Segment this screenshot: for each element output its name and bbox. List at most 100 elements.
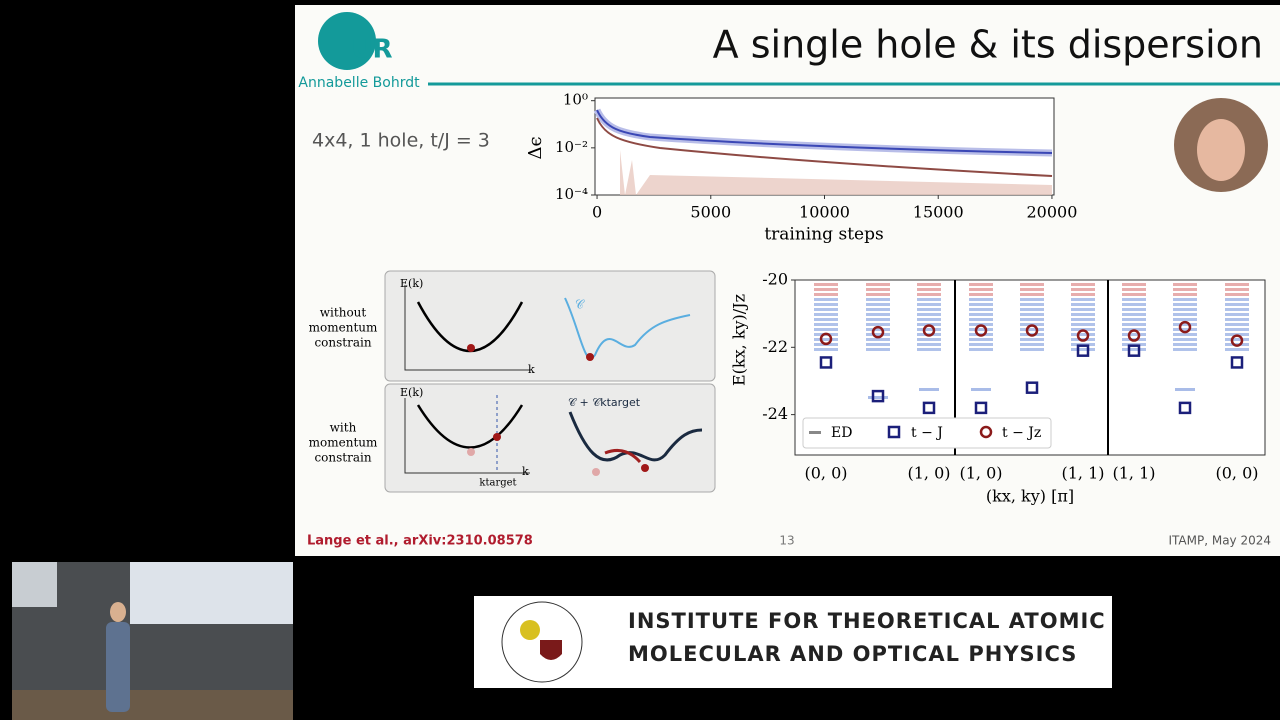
ed-band <box>1225 318 1249 321</box>
ed-band <box>917 328 941 331</box>
noise-band <box>620 150 1052 195</box>
tj-marker <box>1178 401 1192 415</box>
ed-band <box>1020 328 1044 331</box>
k-target: ktarget <box>479 478 516 489</box>
ed-band <box>1020 288 1044 291</box>
training-plot: Δϵ training steps 0 5000 10000 15000 20000 10… <box>525 91 1077 245</box>
video-window <box>12 562 57 607</box>
video-floor <box>12 690 293 720</box>
x-tick-label: 5000 <box>690 203 731 222</box>
logo-text: UR <box>351 35 392 65</box>
tjz-marker <box>1025 324 1039 337</box>
ed-band <box>814 348 838 351</box>
ed-band <box>866 303 890 306</box>
x-tick-label: (1, 1) <box>1061 464 1104 483</box>
ed-band <box>1173 283 1197 286</box>
ed-band <box>1071 348 1095 351</box>
ed-band <box>969 303 993 306</box>
x-tick-label: 15000 <box>913 203 964 222</box>
tjz-marker <box>922 324 936 337</box>
ed-band <box>1071 303 1095 306</box>
ed-band <box>814 313 838 316</box>
ed-band <box>1020 308 1044 311</box>
y-tick-label: 10⁻² <box>555 138 588 156</box>
tj-marker <box>1127 344 1141 357</box>
video-person <box>106 622 130 712</box>
ed-band <box>1020 313 1044 316</box>
ed-band <box>969 343 993 346</box>
venue: ITAMP, May 2024 <box>1168 534 1271 548</box>
ed-band <box>1122 313 1146 316</box>
ed-band <box>1225 323 1249 326</box>
ed-band <box>1122 348 1146 351</box>
ed-band <box>1225 298 1249 301</box>
tj-marker <box>974 401 988 415</box>
ed-band <box>814 283 838 286</box>
ed-band <box>917 318 941 321</box>
tjz-marker <box>871 325 885 339</box>
ed-band <box>1173 318 1197 321</box>
legend-swatch <box>887 425 901 439</box>
y-tick-label: -20 <box>762 270 788 289</box>
panel-without <box>384 270 716 382</box>
x-tick-label: 0 <box>592 203 602 222</box>
state-dot <box>493 433 501 441</box>
ed-band <box>1071 298 1095 301</box>
logo-circle <box>318 12 376 70</box>
x-axis-label: training steps <box>764 225 883 245</box>
slide-title: A single hole & its dispersion <box>713 23 1263 67</box>
ed-band <box>1225 303 1249 306</box>
x-tick-label: (0, 0) <box>804 464 847 483</box>
x-axis-label: (kx, ky) [π] <box>986 487 1074 506</box>
ed-band <box>866 318 890 321</box>
panel-label: momentum <box>309 436 378 450</box>
ed-band <box>1225 338 1249 341</box>
ed-band <box>917 283 941 286</box>
ed-band <box>1225 328 1249 331</box>
ed-band <box>814 308 838 311</box>
ed-band <box>814 298 838 301</box>
ed-band <box>1225 348 1249 351</box>
panel-label: with <box>330 421 357 435</box>
panel-label: momentum <box>309 321 378 335</box>
ed-band <box>969 318 993 321</box>
ed-band <box>969 308 993 311</box>
tjz-marker <box>974 324 988 337</box>
ed-band <box>1020 283 1044 286</box>
ed-band <box>917 338 941 341</box>
ed-band <box>1173 298 1197 301</box>
legend-label: t − Jz <box>1002 425 1041 441</box>
x-tick-label: (1, 1) <box>1112 464 1155 483</box>
ed-band <box>1122 308 1146 311</box>
state-dot <box>592 468 600 476</box>
ed-band <box>917 308 941 311</box>
tj-marker <box>819 356 833 369</box>
ed-band <box>969 283 993 286</box>
x-tick-label: (0, 0) <box>1215 464 1258 483</box>
ed-band <box>866 333 890 336</box>
axes <box>404 285 530 371</box>
ed-band <box>1173 343 1197 346</box>
tj-marker <box>871 389 885 403</box>
ed-band <box>969 288 993 291</box>
ed-band <box>917 298 941 301</box>
ed-band <box>1020 343 1044 346</box>
legend-swatch <box>979 425 993 439</box>
x-tick-label: 10000 <box>799 203 850 222</box>
legend-swatch <box>809 431 821 434</box>
ed-band <box>917 313 941 316</box>
ed-band <box>1122 318 1146 321</box>
ed-band <box>1173 303 1197 306</box>
ed-band <box>814 323 838 326</box>
ed-band <box>1071 313 1095 316</box>
ed-band <box>866 308 890 311</box>
x-tick-label: (1, 0) <box>959 464 1002 483</box>
ed-band <box>969 298 993 301</box>
ed-band <box>1173 308 1197 311</box>
k-label: k <box>522 465 529 478</box>
ed-band <box>866 348 890 351</box>
